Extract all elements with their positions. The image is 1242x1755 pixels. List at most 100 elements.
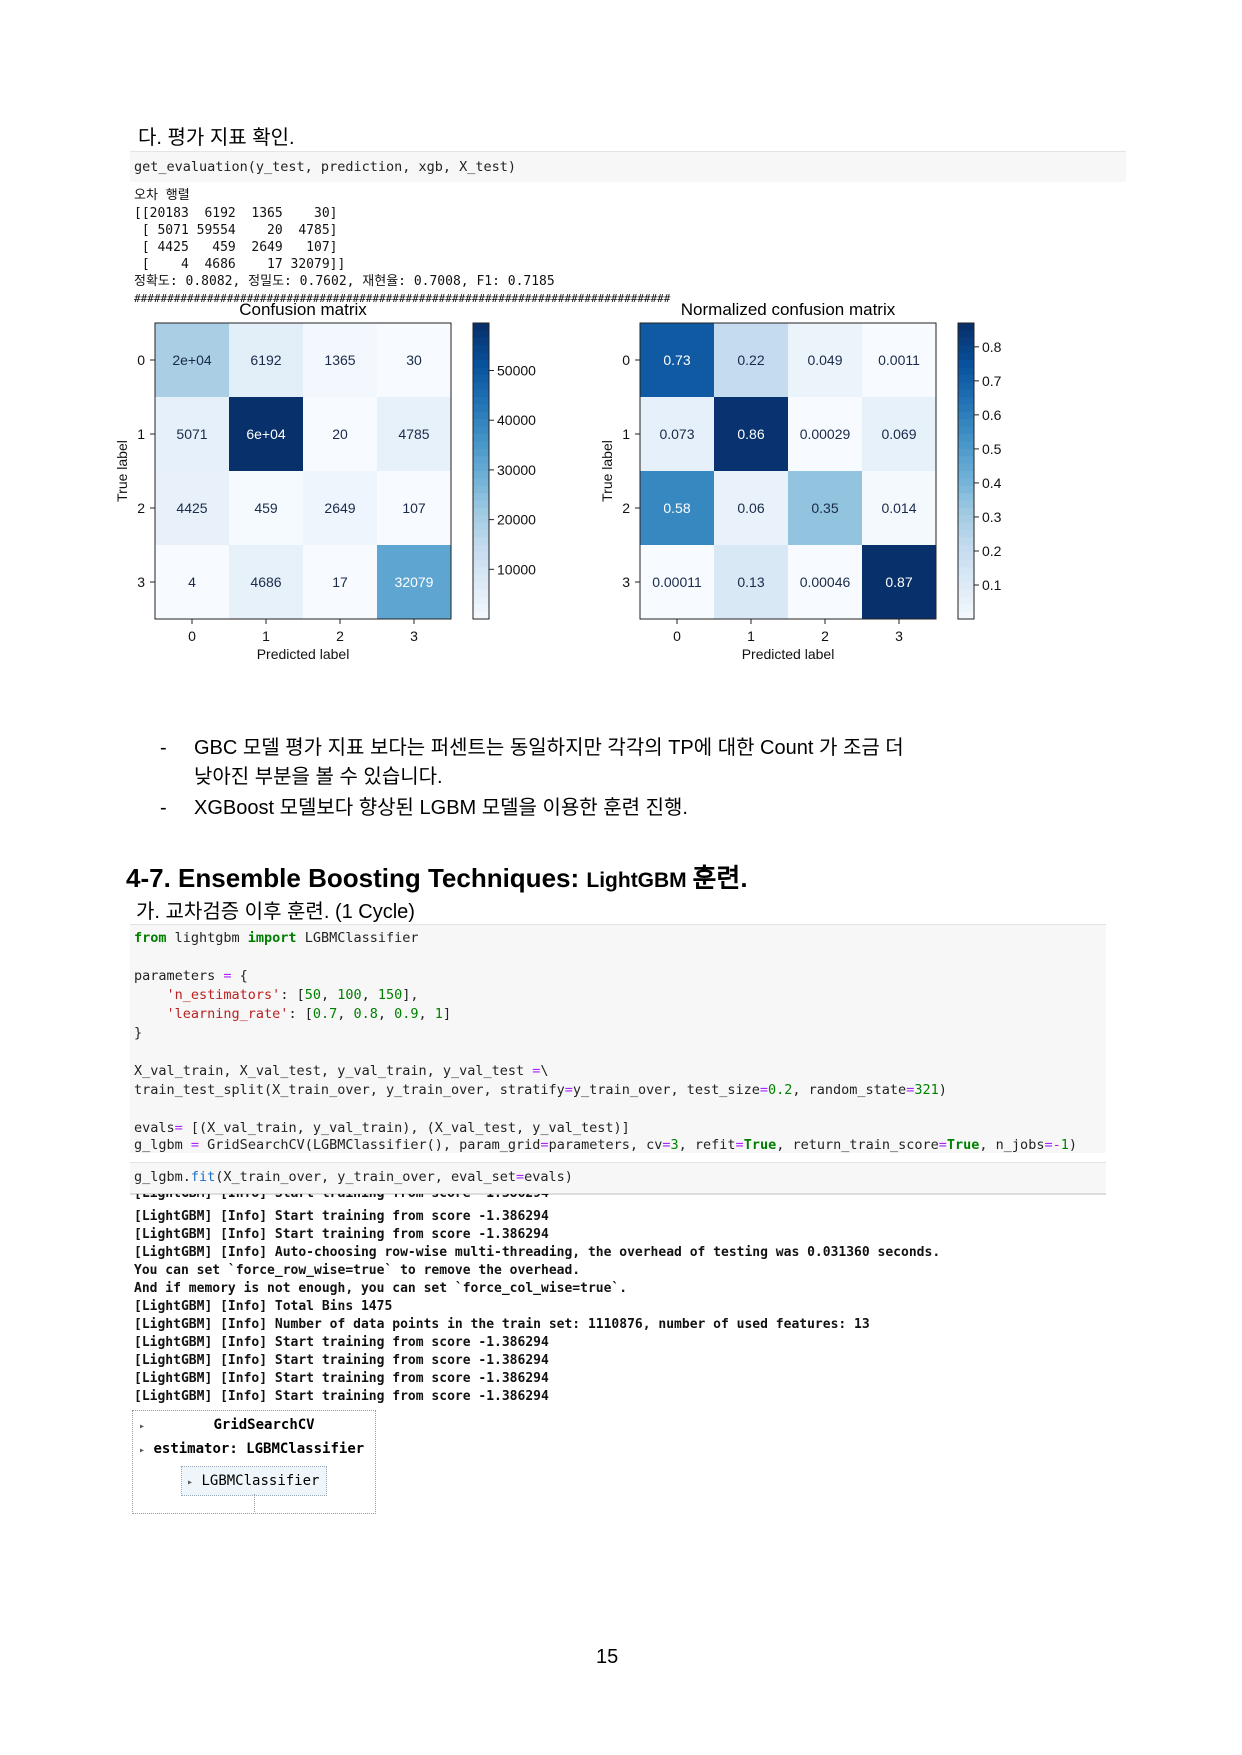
- colorbar-frame: [472, 322, 490, 620]
- y-tick-label: 2: [137, 500, 145, 516]
- colorbar-segment: [958, 337, 974, 346]
- colorbar-segment: [473, 559, 489, 568]
- widget-row-gridsearch[interactable]: ▸ GridSearchCV: [139, 1417, 315, 1433]
- heatmap-cell: [640, 471, 714, 545]
- output-log-line: [LightGBM] [Info] Start training from sc…: [134, 1371, 549, 1386]
- heatmap-cell: [862, 323, 936, 397]
- colorbar-segment: [473, 389, 489, 398]
- output-matrix-title: 오차 행렬: [134, 188, 190, 203]
- cell-value-label: 0.87: [885, 574, 912, 590]
- code-line: evals= [(X_val_train, y_val_train), (X_v…: [134, 1120, 630, 1136]
- heatmap-cell: [788, 471, 862, 545]
- colorbar-segment: [958, 567, 974, 576]
- colorbar-segment: [958, 434, 974, 442]
- output-log-line: [LightGBM] [Info] Start training from sc…: [134, 1335, 549, 1350]
- expand-arrow-icon[interactable]: ▸: [139, 1445, 146, 1456]
- colorbar-segment: [473, 574, 489, 583]
- x-axis-label: Predicted label: [257, 646, 350, 662]
- cell-value-label: 1365: [324, 352, 355, 368]
- colorbar-tick-label: 0.5: [982, 441, 1002, 457]
- colorbar-segment: [958, 485, 974, 494]
- heatmap-cell: [229, 471, 303, 545]
- heatmap-cell: [377, 397, 451, 471]
- colorbar-segment: [473, 456, 489, 465]
- colorbar-tick-label: 0.6: [982, 407, 1002, 423]
- colorbar-segment: [958, 382, 974, 391]
- colorbar-tick-label: 50000: [497, 362, 536, 378]
- colorbar-tick-label: 0.1: [982, 577, 1002, 593]
- colorbar-segment: [473, 611, 489, 620]
- colorbar-segment: [473, 323, 489, 331]
- colorbar-segment: [958, 419, 974, 428]
- heatmap-cell: [788, 545, 862, 619]
- colorbar-tick-label: 0.2: [982, 543, 1002, 559]
- colorbar-frame: [957, 322, 975, 620]
- expand-arrow-icon[interactable]: ▸: [187, 1477, 194, 1488]
- heatmap-cell: [229, 545, 303, 619]
- code-cell-evaluation[interactable]: get_evaluation(y_test, prediction, xgb, …: [130, 151, 1126, 182]
- colorbar-segment: [473, 508, 489, 516]
- colorbar-segment: [473, 374, 489, 383]
- colorbar-segment: [958, 389, 974, 398]
- x-tick-label: 2: [336, 628, 344, 644]
- heatmap-cell: [640, 323, 714, 397]
- output-log-line: [LightGBM] [Info] Start training from sc…: [134, 1209, 549, 1224]
- colorbar-segment: [958, 441, 974, 450]
- colorbar-segment: [958, 471, 974, 479]
- colorbar-segment: [958, 574, 974, 583]
- x-axis-label: Predicted label: [742, 646, 835, 662]
- cell-value-label: 107: [402, 500, 426, 516]
- cell-value-label: 4: [188, 574, 196, 590]
- colorbar-segment: [473, 434, 489, 442]
- y-tick-label: 2: [622, 500, 630, 516]
- cell-value-label: 2649: [324, 500, 355, 516]
- heatmap-cell: [788, 397, 862, 471]
- cell-value-label: 2e+04: [172, 352, 212, 368]
- bullet-dash: -: [160, 797, 167, 819]
- output-log-line: [LightGBM] [Info] Start training from sc…: [134, 1389, 549, 1404]
- cell-value-label: 0.86: [737, 426, 764, 442]
- colorbar-segment: [958, 500, 974, 509]
- heatmap-cell: [640, 397, 714, 471]
- code-line: 'n_estimators': [50, 100, 150],: [166, 987, 419, 1003]
- code-cell-fit[interactable]: g_lgbm.fit(X_train_over, y_train_over, e…: [130, 1162, 1106, 1195]
- output-cut-line: [LightGBM] [Info] Start training from sc…: [130, 1194, 1106, 1203]
- colorbar-segment: [473, 441, 489, 450]
- colorbar-segment: [473, 596, 489, 605]
- cell-value-label: 0.0011: [878, 352, 920, 368]
- section-title-evaluation: 다. 평가 지표 확인.: [138, 127, 295, 149]
- output-log-line: [LightGBM] [Info] Start training from sc…: [134, 1353, 549, 1368]
- code-line: 'learning_rate': [0.7, 0.8, 0.9, 1]: [166, 1006, 452, 1022]
- code-cell-lightgbm[interactable]: from lightgbm import LGBMClassifier para…: [130, 924, 1106, 1153]
- cell-value-label: 0.049: [807, 352, 842, 368]
- colorbar-segment: [473, 604, 489, 613]
- heatmap-cell: [714, 323, 788, 397]
- colorbar-segment: [958, 411, 974, 420]
- plot-frame: [639, 322, 937, 620]
- heatmap-cell: [377, 471, 451, 545]
- heading-small: LightGBM: [586, 869, 693, 892]
- colorbar-segment: [958, 582, 974, 590]
- colorbar-segment: [473, 589, 489, 598]
- heatmap-cell: [155, 545, 229, 619]
- heatmap-cell: [788, 323, 862, 397]
- cell-value-label: 30: [406, 352, 422, 368]
- bullet-text: 낮아진 부분을 볼 수 있습니다.: [194, 766, 443, 788]
- expand-arrow-icon[interactable]: ▸: [139, 1421, 146, 1432]
- code-line: }: [134, 1025, 143, 1041]
- connector-line: [254, 1494, 256, 1512]
- colorbar-segment: [958, 589, 974, 598]
- cell-value-label: 0.06: [737, 500, 764, 516]
- x-tick-label: 3: [410, 628, 418, 644]
- heatmap-cell: [303, 323, 377, 397]
- colorbar-segment: [958, 604, 974, 613]
- heatmap-cell: [155, 323, 229, 397]
- x-tick-label: 0: [673, 628, 681, 644]
- widget-row-estimator[interactable]: ▸ estimator: LGBMClassifier: [139, 1441, 365, 1457]
- colorbar-segment: [958, 456, 974, 465]
- output-log-line: You can set `force_row_wise=true` to rem…: [134, 1263, 581, 1278]
- code-line: g_lgbm = GridSearchCV(LGBMClassifier(), …: [134, 1137, 1077, 1153]
- lgbmclassifier-box[interactable]: ▸ LGBMClassifier: [181, 1466, 327, 1496]
- y-axis-label: True label: [114, 440, 130, 502]
